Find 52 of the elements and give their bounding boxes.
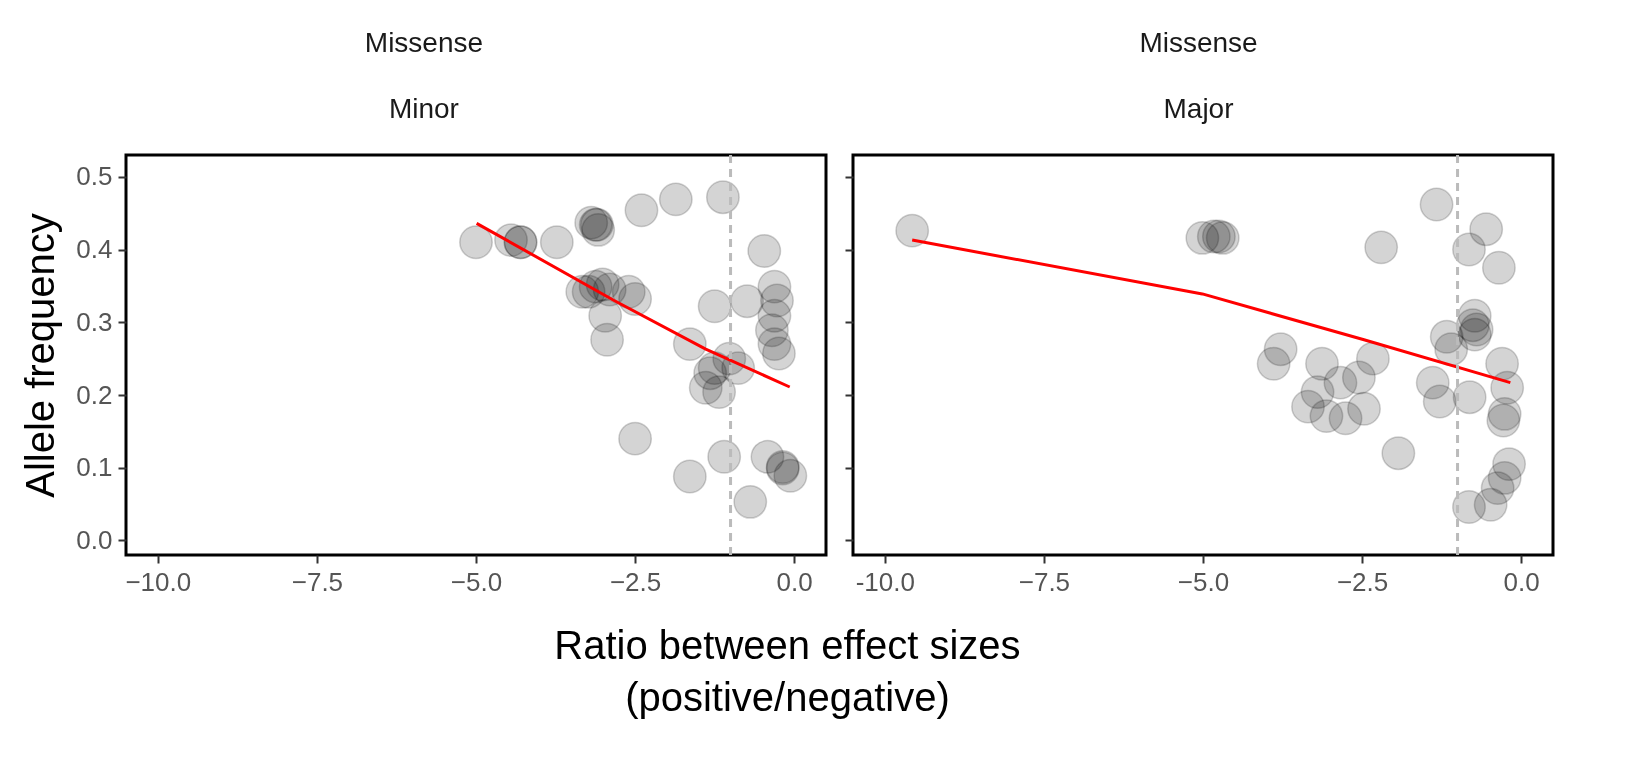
y-tick-label: 0.0	[76, 524, 113, 555]
point	[618, 421, 653, 456]
point	[1434, 332, 1469, 367]
point	[1347, 391, 1381, 426]
point	[761, 336, 796, 371]
point	[1473, 487, 1508, 522]
chart-subtitle: Minor	[388, 92, 459, 124]
x-axis-title: Ratio between effect sizes (positive/negative)	[554, 622, 1021, 719]
point	[1419, 187, 1454, 222]
x-tick-label: 0.0	[776, 566, 813, 597]
y-tick-label: 0.3	[76, 306, 113, 337]
point	[658, 182, 693, 217]
x-tick-label: −5.0	[1177, 566, 1230, 597]
chart-title: Missense	[1139, 26, 1258, 58]
point	[733, 484, 768, 519]
point	[1256, 346, 1291, 381]
point	[539, 225, 574, 260]
point	[459, 225, 493, 260]
x-tick-label: −7.5	[1018, 566, 1071, 597]
y-tick-label: 0.4	[76, 234, 113, 265]
chart-subtitle: Major	[1163, 92, 1234, 124]
y-tick-label: 0.2	[76, 379, 113, 410]
point	[707, 439, 742, 474]
x-tick-label: −5.0	[450, 566, 503, 597]
x-tick-label: −2.5	[1336, 566, 1389, 597]
y-tick-label: 0.1	[76, 452, 113, 483]
x-tick-label: −7.5	[291, 566, 344, 597]
point	[697, 289, 732, 324]
point	[1381, 436, 1416, 471]
x-tick-label: 0.0	[1503, 566, 1540, 597]
point	[672, 459, 707, 494]
point	[895, 213, 930, 248]
x-tick-label: −2.5	[609, 566, 662, 597]
point	[1452, 232, 1486, 267]
y-tick-label: 0.5	[76, 161, 113, 192]
point	[1341, 360, 1376, 395]
point	[590, 322, 625, 357]
point	[624, 193, 659, 228]
point	[747, 234, 782, 268]
point	[1300, 375, 1335, 410]
point	[705, 180, 740, 215]
point	[1422, 384, 1457, 419]
point	[1481, 250, 1516, 285]
x-tick-label: -10.0	[855, 566, 915, 597]
point	[1364, 230, 1399, 265]
point	[702, 375, 737, 410]
point	[1452, 380, 1487, 415]
chart-title: Missense	[364, 26, 484, 58]
point	[618, 282, 653, 316]
y-axis-title: Allele frequency	[18, 213, 63, 498]
point	[1486, 403, 1521, 438]
x-tick-label: −10.0	[125, 566, 192, 597]
